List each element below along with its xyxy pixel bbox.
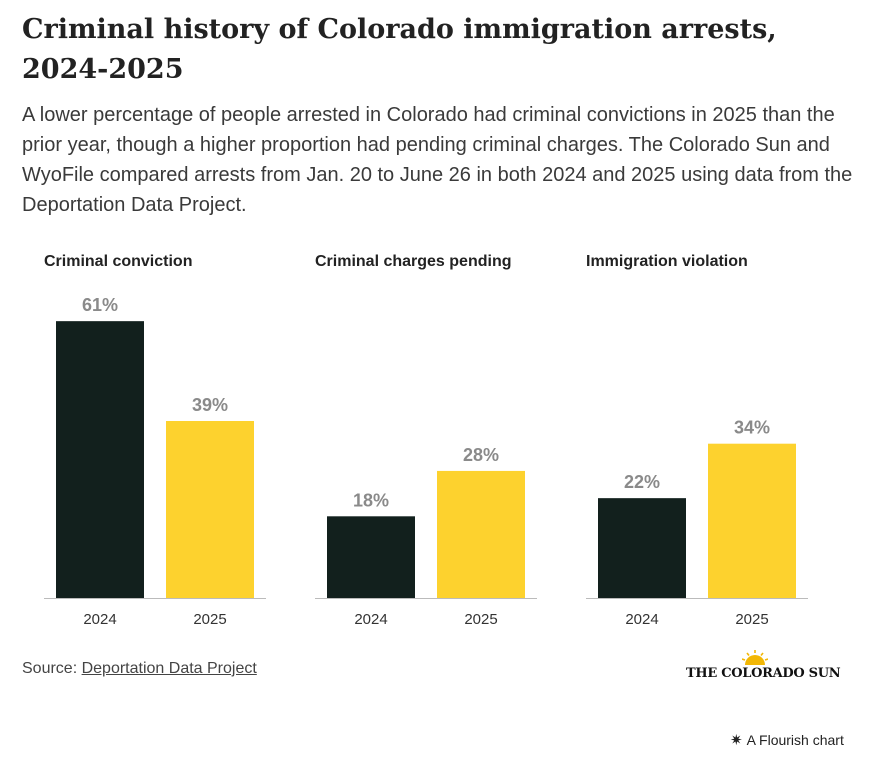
data-label: 28% (463, 445, 499, 465)
chart-subtitle: A lower percentage of people arrested in… (22, 104, 853, 216)
data-label: 18% (353, 490, 389, 510)
bar-2025[interactable] (708, 443, 796, 598)
bar-2025[interactable] (166, 421, 254, 598)
data-label: 61% (82, 295, 118, 315)
x-tick-label: 2025 (193, 611, 226, 628)
sun-icon (742, 650, 768, 665)
bar-2025[interactable] (437, 470, 525, 598)
chart-title: Criminal history of Colorado immigration… (22, 14, 777, 85)
source-label: Source: (22, 660, 78, 677)
logo-text: THE COLORADO SUN (686, 666, 841, 681)
bar-2024[interactable] (598, 498, 686, 598)
x-tick-label: 2024 (625, 611, 658, 628)
data-label: 34% (734, 418, 770, 438)
panel-title: Immigration violation (586, 253, 748, 270)
data-label: 22% (624, 472, 660, 492)
x-tick-label: 2025 (464, 611, 497, 628)
data-label: 39% (192, 395, 228, 415)
source-note: Source: Deportation Data Project (22, 660, 257, 678)
flourish-credit[interactable]: ✷ A Flourish chart (730, 731, 844, 749)
colorado-sun-logo[interactable]: THE COLORADO SUN (686, 650, 846, 686)
bar-2024[interactable] (327, 516, 415, 598)
x-tick-label: 2025 (735, 611, 768, 628)
flourish-credit-text: A Flourish chart (746, 732, 844, 748)
x-tick-label: 2024 (354, 611, 387, 628)
panel-title: Criminal conviction (44, 253, 192, 270)
flourish-star-icon: ✷ (730, 732, 743, 749)
source-link[interactable]: Deportation Data Project (81, 660, 257, 677)
bar-charts: Criminal conviction 61% 2024 39% 2025 Crimina… (44, 253, 808, 628)
x-tick-label: 2024 (83, 611, 116, 628)
panel-title: Criminal charges pending (315, 253, 511, 270)
bar-2024[interactable] (56, 321, 144, 598)
